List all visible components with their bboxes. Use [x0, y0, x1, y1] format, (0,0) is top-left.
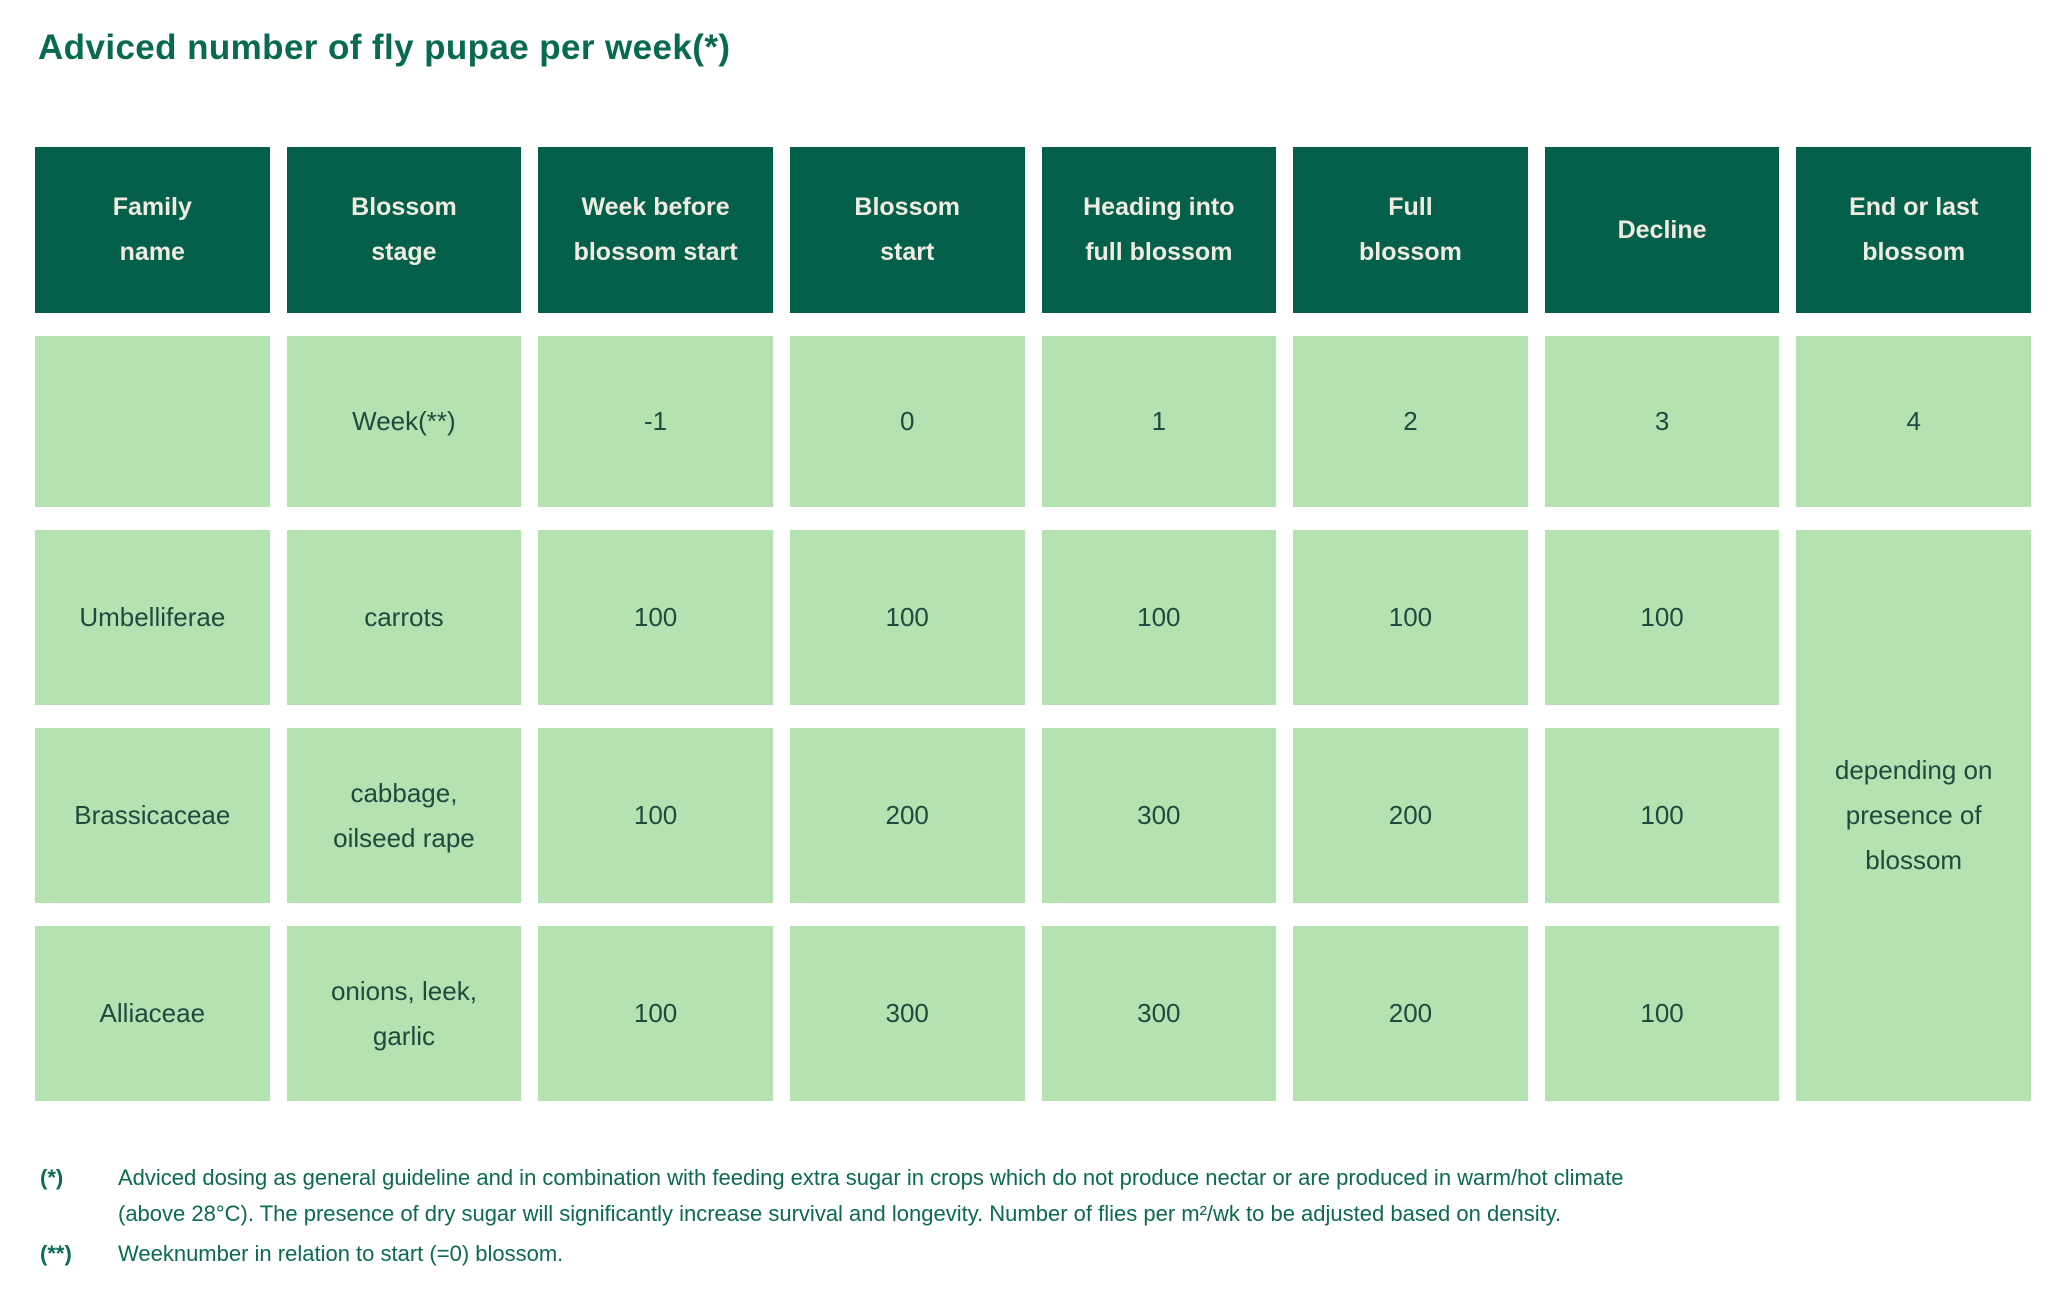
- footnote-doublestar-text: Weeknumber in relation to start (=0) blo…: [118, 1241, 564, 1266]
- value-cell: 300: [1041, 728, 1277, 903]
- value-cell: 200: [789, 728, 1025, 903]
- value-cell: 100: [1041, 530, 1277, 705]
- header-cell-blossom-stage: Blossom stage: [286, 147, 522, 313]
- week-number-cell: 1: [1041, 336, 1277, 507]
- value-cell: 100: [789, 530, 1025, 705]
- footnote-doublestar: (**) Weeknumber in relation to start (=0…: [40, 1236, 1855, 1272]
- week-number-cell: 2: [1293, 336, 1528, 507]
- value-cell: 300: [789, 926, 1025, 1101]
- value-cell: 200: [1293, 728, 1528, 903]
- header-cell-week-before-blossom-start: Week before blossom start: [538, 147, 773, 313]
- family-name-cell: Brassicaceae: [35, 728, 270, 903]
- header-cell-full-blossom: Full blossom: [1293, 147, 1528, 313]
- value-cell: 100: [538, 926, 773, 1101]
- cell-empty: [35, 336, 270, 507]
- value-cell: 100: [1544, 728, 1780, 903]
- footnote-star: (*) Adviced dosing as general guideline …: [40, 1160, 1855, 1232]
- value-cell: 100: [538, 728, 773, 903]
- family-name-cell: Alliaceae: [35, 926, 270, 1101]
- week-number-cell: 4: [1796, 336, 2031, 507]
- header-cell-blossom-start: Blossom start: [789, 147, 1025, 313]
- value-cell: 100: [1544, 530, 1780, 705]
- week-number-cell: 0: [789, 336, 1025, 507]
- value-cell: 200: [1293, 926, 1528, 1101]
- header-cell-family-name: Family name: [35, 147, 270, 313]
- page-title: Adviced number of fly pupae per week(*): [38, 28, 731, 67]
- value-cell: 300: [1041, 926, 1277, 1101]
- header-cell-decline: Decline: [1544, 147, 1780, 313]
- blossom-stage-cell: carrots: [286, 530, 522, 705]
- week-number-cell: 3: [1544, 336, 1780, 507]
- week-label-cell: Week(**): [286, 336, 522, 507]
- value-cell: 100: [538, 530, 773, 705]
- footnotes: (*) Adviced dosing as general guideline …: [40, 1160, 1855, 1276]
- week-number-cell: -1: [538, 336, 773, 507]
- blossom-stage-cell: cabbage, oilseed rape: [286, 728, 522, 903]
- footnote-star-marker: (*): [40, 1165, 64, 1190]
- footnote-star-text: Adviced dosing as general guideline and …: [118, 1165, 1624, 1226]
- footnote-doublestar-marker: (**): [40, 1241, 72, 1266]
- blossom-stage-cell: onions, leek, garlic: [286, 926, 522, 1101]
- header-cell-heading-into-full-blossom: Heading into full blossom: [1041, 147, 1277, 313]
- family-name-cell: Umbelliferae: [35, 530, 270, 705]
- dosing-table: Family name Blossom stage Week before bl…: [35, 147, 2031, 1101]
- header-cell-end-or-last-blossom: End or last blossom: [1796, 147, 2031, 313]
- value-cell: 100: [1544, 926, 1780, 1101]
- depending-on-blossom-cell: depending on presence of blossom: [1796, 530, 2031, 1101]
- value-cell: 100: [1293, 530, 1528, 705]
